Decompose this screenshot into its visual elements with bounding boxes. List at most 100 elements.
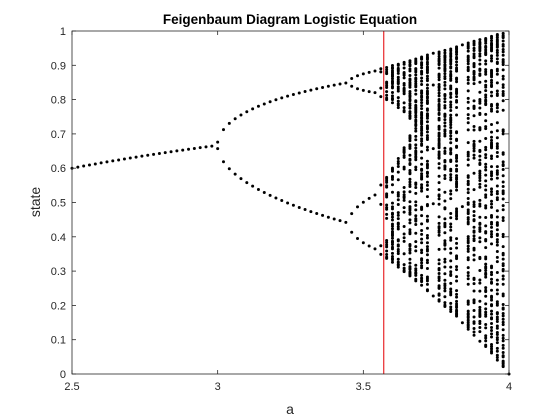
data-point <box>455 57 459 61</box>
data-point <box>402 263 406 267</box>
data-point <box>414 85 418 89</box>
data-point <box>420 257 424 261</box>
data-point <box>390 91 394 95</box>
data-point <box>425 136 429 140</box>
data-point <box>385 195 389 199</box>
data-point <box>437 247 441 251</box>
data-point <box>466 54 470 58</box>
data-point <box>449 287 453 291</box>
data-point <box>449 176 453 180</box>
data-point <box>414 79 418 83</box>
data-point <box>414 138 418 142</box>
data-point <box>466 187 470 191</box>
data-point <box>490 349 494 353</box>
data-point <box>478 278 482 282</box>
data-point <box>484 184 488 188</box>
data-point <box>385 80 389 84</box>
data-point <box>420 283 424 287</box>
data-point <box>472 258 476 262</box>
data-point <box>431 202 435 206</box>
data-point <box>431 147 435 151</box>
data-point <box>396 75 400 79</box>
data-point <box>443 239 447 243</box>
x-axis-label: a <box>286 401 294 417</box>
data-point <box>420 131 424 135</box>
data-point <box>490 230 494 234</box>
data-point <box>501 128 505 132</box>
data-point <box>408 257 412 261</box>
data-point <box>449 73 453 77</box>
data-point <box>484 68 488 72</box>
data-point <box>385 184 389 188</box>
data-point <box>466 271 470 275</box>
data-point <box>390 251 394 255</box>
data-point <box>396 225 400 229</box>
data-point <box>495 106 499 110</box>
data-point <box>472 225 476 229</box>
x-tick-label: 3 <box>215 381 221 393</box>
data-point <box>490 170 494 174</box>
data-point <box>455 275 459 279</box>
data-point <box>396 164 400 168</box>
data-point <box>425 187 429 191</box>
data-point <box>420 76 424 80</box>
data-point <box>402 110 406 114</box>
data-point <box>414 129 418 133</box>
data-point <box>437 262 441 266</box>
data-point <box>437 150 441 154</box>
data-point <box>443 257 447 261</box>
data-point <box>437 162 441 166</box>
data-point <box>443 72 447 76</box>
data-point <box>449 141 453 145</box>
data-point <box>472 188 476 192</box>
data-point <box>484 204 488 208</box>
data-point <box>390 242 394 246</box>
y-tick-label: 1 <box>60 26 66 38</box>
data-point <box>425 114 429 118</box>
data-point <box>501 83 505 87</box>
data-point <box>367 244 371 248</box>
data-point <box>420 264 424 268</box>
data-point <box>495 151 499 155</box>
data-point <box>466 100 470 104</box>
data-point <box>437 97 441 101</box>
data-point <box>449 65 453 69</box>
data-point <box>495 103 499 107</box>
data-point <box>396 87 400 91</box>
data-point <box>472 278 476 282</box>
data-point <box>501 257 505 261</box>
data-point <box>495 346 499 350</box>
data-point <box>390 239 394 243</box>
data-point <box>286 201 290 205</box>
data-point <box>472 315 476 319</box>
data-point <box>472 82 476 86</box>
data-point <box>134 155 138 159</box>
data-point <box>501 53 505 57</box>
data-point <box>443 265 447 269</box>
data-point <box>443 100 447 104</box>
data-point <box>478 106 482 110</box>
data-point <box>437 91 441 95</box>
data-point <box>356 205 360 209</box>
data-point <box>420 208 424 212</box>
data-point <box>501 245 505 249</box>
data-point <box>484 112 488 116</box>
data-point <box>449 123 453 127</box>
data-point <box>420 62 424 66</box>
data-point <box>455 45 459 49</box>
data-point <box>414 279 418 283</box>
data-point <box>501 108 505 112</box>
data-point <box>420 276 424 280</box>
data-point <box>466 62 470 66</box>
data-point <box>501 235 505 239</box>
data-point <box>484 179 488 183</box>
data-point <box>495 260 499 264</box>
data-point <box>117 158 121 162</box>
data-point <box>484 257 488 261</box>
data-point <box>484 48 488 52</box>
data-point <box>210 144 214 148</box>
data-point <box>396 63 400 67</box>
data-point <box>414 77 418 81</box>
y-tick-label: 0 <box>60 369 66 381</box>
data-point <box>478 236 482 240</box>
